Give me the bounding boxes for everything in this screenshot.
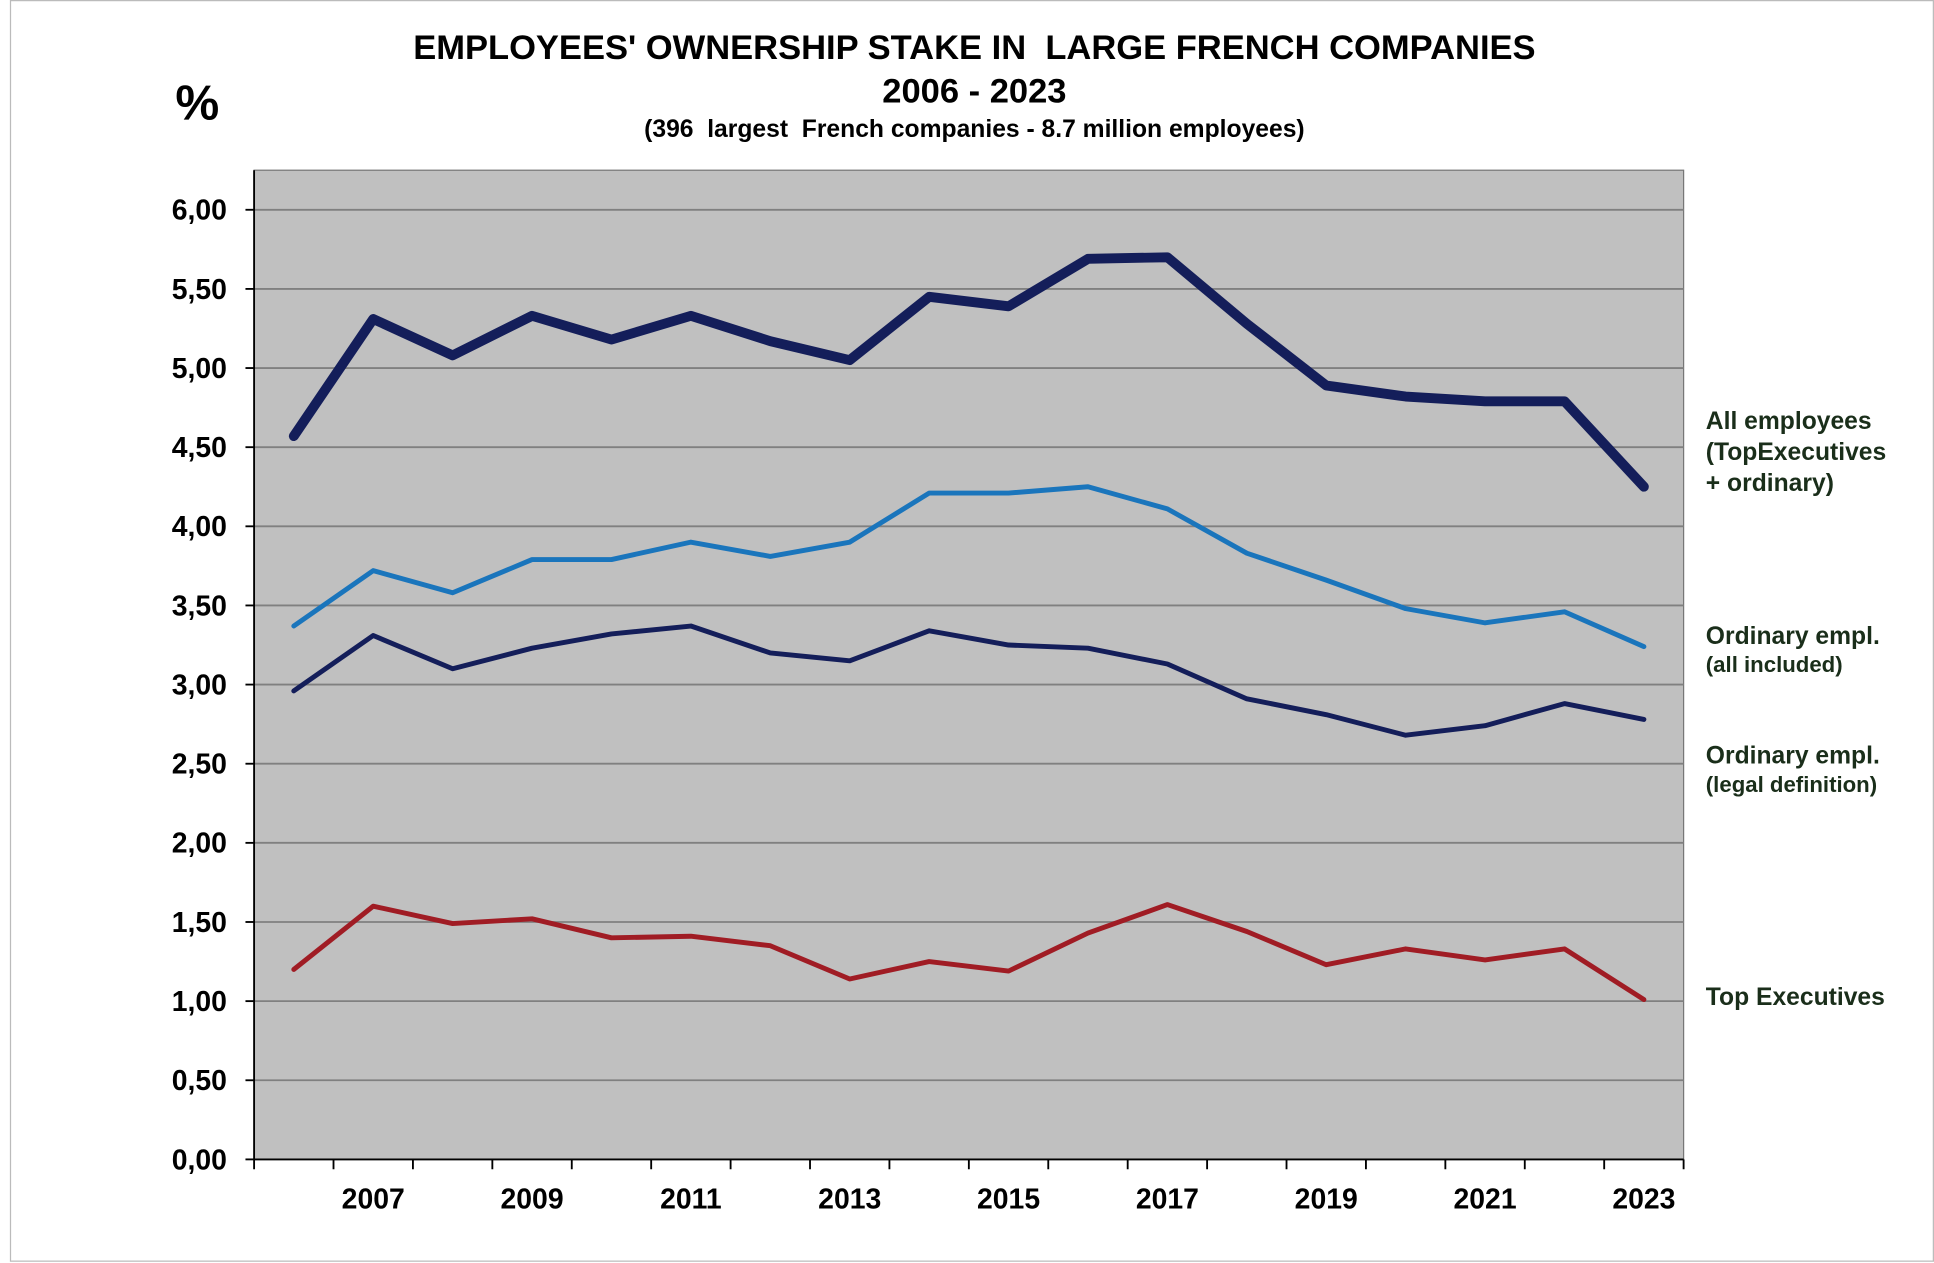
x-tick-label: 2007 (342, 1184, 405, 1216)
y-axis-label: % (175, 76, 219, 131)
x-tick-label: 2013 (818, 1184, 881, 1216)
series-label: (legal definition) (1706, 772, 1877, 797)
y-tick-label: 5,50 (172, 274, 227, 306)
series-line (288, 252, 1649, 492)
series-label: Top Executives (1706, 984, 1885, 1011)
x-tick-label: 2011 (660, 1184, 722, 1216)
y-tick-label: 1,50 (172, 907, 227, 939)
y-tick-label: 0,50 (172, 1065, 227, 1097)
series-line (291, 623, 1647, 738)
y-tick-label: 1,00 (172, 986, 227, 1018)
y-tick-label: 5,00 (172, 353, 227, 385)
x-tick-label: 2017 (1136, 1184, 1199, 1216)
chart-note: (396 largest French companies - 8.7 mill… (644, 116, 1304, 143)
y-tick-label: 6,00 (172, 195, 227, 227)
series-line (291, 902, 1647, 1003)
chart-subtitle: 2006 - 2023 (882, 72, 1066, 110)
x-tick-label: 2015 (977, 1184, 1040, 1216)
series-label: (TopExecutives (1706, 439, 1886, 466)
y-tick-label: 3,50 (172, 590, 227, 622)
x-tick-label: 2023 (1612, 1184, 1675, 1216)
y-tick-label: 2,00 (172, 828, 227, 860)
x-tick-label: 2021 (1454, 1184, 1517, 1216)
y-tick-label: 0,00 (172, 1144, 227, 1176)
x-tick-label: 2019 (1295, 1184, 1358, 1216)
chart-title: EMPLOYEES' OWNERSHIP STAKE IN LARGE FREN… (413, 29, 1535, 67)
x-tick-label: 2009 (501, 1184, 564, 1216)
series-label: Ordinary empl. (1706, 742, 1880, 769)
series-line (291, 484, 1647, 650)
y-tick-label: 4,00 (172, 511, 227, 543)
series-label: (all included) (1706, 652, 1843, 677)
y-tick-label: 4,50 (172, 432, 227, 464)
y-tick-label: 3,00 (172, 669, 227, 701)
series-label: Ordinary empl. (1706, 623, 1880, 650)
series-label: All employees (1706, 408, 1872, 435)
series-label: + ordinary) (1706, 470, 1834, 497)
y-tick-label: 2,50 (172, 749, 227, 781)
